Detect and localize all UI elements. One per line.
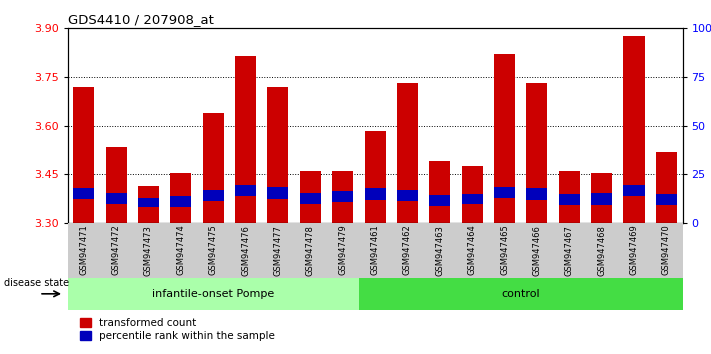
Text: GSM947472: GSM947472 — [112, 225, 121, 275]
Bar — [559, 194, 579, 205]
Legend: transformed count, percentile rank within the sample: transformed count, percentile rank withi… — [76, 314, 279, 345]
Text: GSM947473: GSM947473 — [144, 225, 153, 275]
Bar — [300, 193, 321, 204]
Bar — [656, 194, 677, 205]
Bar — [429, 161, 450, 223]
Text: GSM947477: GSM947477 — [274, 225, 282, 275]
Bar — [332, 171, 353, 223]
Text: GSM947476: GSM947476 — [241, 225, 250, 275]
Bar — [138, 198, 159, 207]
Bar — [138, 186, 159, 223]
Bar — [526, 188, 547, 200]
Bar — [171, 196, 191, 207]
Bar — [359, 278, 683, 310]
Bar — [365, 188, 385, 200]
Text: GSM947475: GSM947475 — [209, 225, 218, 275]
Text: GSM947474: GSM947474 — [176, 225, 186, 275]
Text: GSM947467: GSM947467 — [565, 225, 574, 275]
Bar — [171, 173, 191, 223]
Text: control: control — [501, 289, 540, 299]
Bar — [397, 84, 418, 223]
Bar — [591, 173, 612, 223]
Bar — [267, 87, 289, 223]
Text: GSM947464: GSM947464 — [468, 225, 476, 275]
Bar — [461, 166, 483, 223]
Bar — [461, 194, 483, 204]
Bar — [235, 56, 256, 223]
Bar — [68, 278, 359, 310]
Bar — [656, 152, 677, 223]
Bar — [559, 171, 579, 223]
Bar — [397, 190, 418, 201]
Text: disease state: disease state — [4, 278, 69, 288]
Bar — [526, 84, 547, 223]
Bar — [429, 195, 450, 206]
Text: GSM947461: GSM947461 — [370, 225, 380, 275]
Text: GSM947468: GSM947468 — [597, 225, 606, 275]
Bar — [624, 185, 645, 196]
Bar — [203, 113, 224, 223]
Text: GSM947465: GSM947465 — [500, 225, 509, 275]
Bar — [105, 193, 127, 204]
Text: GSM947462: GSM947462 — [403, 225, 412, 275]
Bar — [591, 193, 612, 205]
Bar — [73, 87, 95, 223]
Text: GDS4410 / 207908_at: GDS4410 / 207908_at — [68, 13, 213, 26]
Bar — [332, 190, 353, 202]
Text: GSM947469: GSM947469 — [629, 225, 638, 275]
Text: GSM947471: GSM947471 — [79, 225, 88, 275]
Text: GSM947479: GSM947479 — [338, 225, 347, 275]
Bar — [267, 187, 289, 199]
Bar — [494, 54, 515, 223]
Bar — [624, 36, 645, 223]
Bar — [300, 171, 321, 223]
Bar — [494, 187, 515, 198]
Text: infantile-onset Pompe: infantile-onset Pompe — [152, 289, 274, 299]
Bar — [105, 147, 127, 223]
Bar — [365, 131, 385, 223]
Bar — [235, 185, 256, 196]
Text: GSM947470: GSM947470 — [662, 225, 671, 275]
Bar — [203, 190, 224, 201]
Bar — [73, 188, 95, 199]
Text: GSM947478: GSM947478 — [306, 225, 315, 275]
Text: GSM947463: GSM947463 — [435, 225, 444, 275]
Text: GSM947466: GSM947466 — [533, 225, 541, 275]
